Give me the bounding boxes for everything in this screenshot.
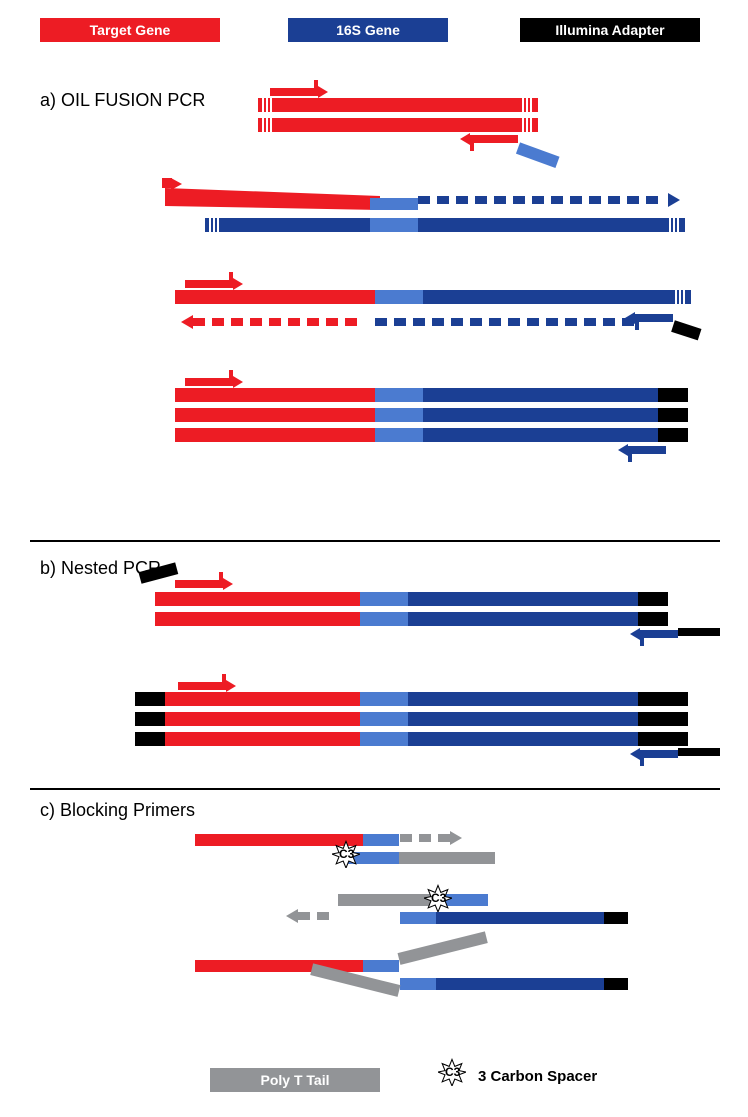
divider-ab <box>30 540 720 542</box>
legend-16s-gene: 16S Gene <box>288 18 448 42</box>
section-a-label: a) OIL FUSION PCR <box>40 90 205 111</box>
legend-illumina-adapter: Illumina Adapter <box>520 18 700 42</box>
legend-c3-spacer-label: 3 Carbon Spacer <box>478 1068 597 1085</box>
legend-target-gene: Target Gene <box>40 18 220 42</box>
legend-c3-text: C3 <box>445 1065 460 1079</box>
legend-poly-t-tail: Poly T Tail <box>210 1068 380 1092</box>
legend-c3-star-icon: C3 <box>438 1058 466 1086</box>
section-c-label: c) Blocking Primers <box>40 800 195 821</box>
divider-bc <box>30 788 720 790</box>
